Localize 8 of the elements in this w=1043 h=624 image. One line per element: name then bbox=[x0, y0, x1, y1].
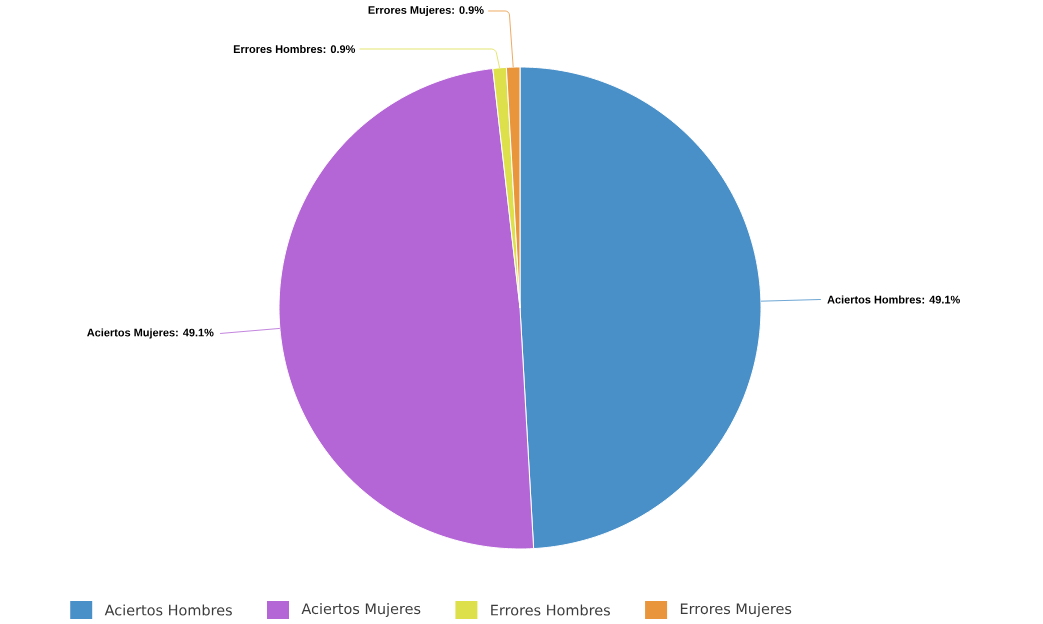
legend-label: Aciertos Mujeres bbox=[301, 602, 421, 617]
legend-label: Errores Hombres bbox=[491, 604, 610, 616]
data-label: Errores Hombres: 0.9% bbox=[233, 44, 356, 54]
data-label: Aciertos Hombres: 49.1% bbox=[827, 295, 960, 304]
data-label: Aciertos Mujeres: 49.1% bbox=[87, 328, 214, 339]
legend-label: Aciertos Hombres bbox=[104, 604, 232, 616]
data-label: Errores Mujeres: 0.9% bbox=[368, 5, 484, 17]
legend-label: Errores Mujeres bbox=[680, 602, 792, 617]
